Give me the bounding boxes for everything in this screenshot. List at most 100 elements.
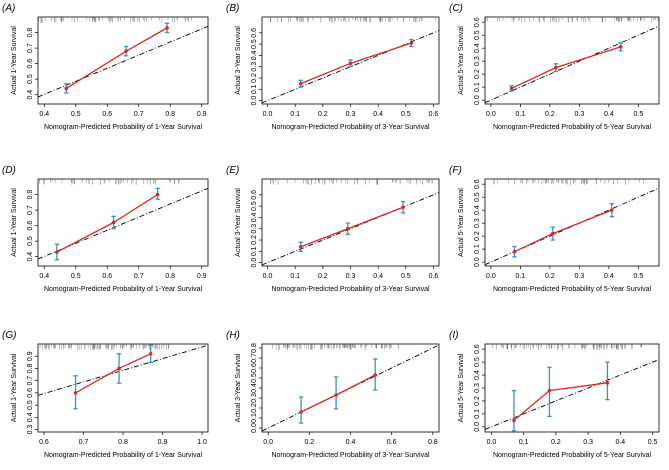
y-tick-label: 0.0 bbox=[474, 95, 481, 105]
ideal-line bbox=[262, 192, 439, 266]
x-tick-label: 0.6 bbox=[387, 439, 397, 446]
y-axis-title: Actual 1-Year Survival bbox=[11, 188, 18, 257]
y-tick-label: 0.3 bbox=[474, 383, 481, 393]
y-axis-title: Actual 1-Year Survival bbox=[11, 26, 18, 95]
x-tick-label: 0.7 bbox=[79, 439, 89, 446]
x-tick-label: 0.7 bbox=[134, 111, 144, 118]
y-tick-label: 0.6 bbox=[27, 59, 34, 69]
data-point bbox=[148, 351, 153, 356]
y-tick-label: 0.8 bbox=[27, 363, 34, 373]
y-tick-label: 0.5 bbox=[27, 400, 34, 410]
y-tick-label: 0.6 bbox=[251, 190, 258, 200]
x-axis-title: Nomogram-Predicted Probability of 3-Year… bbox=[271, 124, 430, 131]
panel-label: (I) bbox=[449, 330, 458, 341]
x-axis-title: Nomogram-Predicted Probability of 5-Year… bbox=[493, 124, 652, 131]
x-tick-label: 0.1 bbox=[290, 273, 300, 280]
x-axis-title: Nomogram-Predicted Probability of 1-Year… bbox=[44, 124, 203, 131]
x-tick-label: 0.1 bbox=[516, 111, 526, 118]
x-tick-label: 0.0 bbox=[486, 111, 496, 118]
y-tick-label: 0.4 bbox=[251, 383, 258, 393]
y-tick-label: 0.6 bbox=[27, 388, 34, 398]
x-tick-label: 0.7 bbox=[134, 273, 144, 280]
data-point bbox=[298, 81, 303, 86]
data-point bbox=[512, 418, 516, 423]
x-tick-label: 0.8 bbox=[428, 439, 438, 446]
y-tick-label: 0.7 bbox=[251, 353, 258, 363]
y-tick-label: 0.3 bbox=[27, 425, 34, 435]
y-tick-label: 0.4 bbox=[474, 370, 481, 380]
x-tick-label: 0.4 bbox=[39, 273, 49, 280]
y-tick-label: 0.6 bbox=[474, 179, 481, 189]
x-tick-label: 0.3 bbox=[583, 439, 593, 446]
x-tick-label: 1.0 bbox=[197, 439, 207, 446]
calibration-line bbox=[514, 209, 613, 253]
y-axis-title: Actual 5-Year Survival bbox=[458, 26, 465, 95]
y-axis-title: Actual 5-Year Survival bbox=[458, 188, 465, 257]
x-tick-label: 0.2 bbox=[304, 439, 314, 446]
y-tick-label: 0.3 bbox=[474, 56, 481, 66]
data-point bbox=[348, 61, 353, 66]
x-tick-label: 0.5 bbox=[71, 273, 81, 280]
y-tick-label: 0.0 bbox=[251, 258, 258, 268]
y-tick-label: 0.4 bbox=[27, 90, 34, 100]
plot-area bbox=[38, 344, 208, 410]
y-tick-label: 0.5 bbox=[27, 74, 34, 84]
y-axis-title: Actual 3-Year Survival bbox=[235, 188, 242, 257]
y-tick-label: 0.3 bbox=[251, 224, 258, 234]
data-point bbox=[117, 366, 121, 371]
x-tick-label: 0.0 bbox=[263, 273, 273, 280]
x-axis-title: Nomogram-Predicted Probability of 1-Year… bbox=[44, 286, 203, 293]
panel-c: (C) 0.0 0.1 0.2 0.3 0.4 0.5 0.0 0.1 0.2 0.3 0.4 0.5 0… bbox=[449, 3, 660, 131]
y-axis-title: Actual 3-Year Survival bbox=[235, 26, 242, 95]
x-tick-label: 0.4 bbox=[373, 273, 383, 280]
panel-label: (C) bbox=[449, 3, 463, 14]
y-tick-label: 0.5 bbox=[474, 357, 481, 367]
x-tick-label: 0.5 bbox=[633, 111, 643, 118]
x-tick-label: 0.1 bbox=[519, 439, 529, 446]
x-axis-title: Nomogram-Predicted Probability of 1-Year… bbox=[44, 452, 203, 459]
x-axis-title: Nomogram-Predicted Probability of 5-Year… bbox=[493, 452, 652, 459]
panel-b: (B)0.0 0.1 0.2 0.3 0.4 0.5 0.60.00.10.20.30.40… bbox=[226, 3, 440, 131]
y-tick-label: 0.5 bbox=[251, 39, 258, 49]
x-tick-label: 0.5 bbox=[401, 273, 411, 280]
ideal-line bbox=[485, 25, 659, 104]
x-tick-label: 0.2 bbox=[545, 273, 555, 280]
panel-label: (B) bbox=[226, 3, 239, 14]
data-point bbox=[610, 208, 614, 212]
panel-label: (F) bbox=[449, 165, 462, 176]
data-point bbox=[509, 86, 514, 91]
y-tick-label: 0.1 bbox=[474, 409, 481, 419]
x-tick-label: 0.9 bbox=[158, 439, 168, 446]
calibration-line bbox=[511, 46, 621, 90]
data-point bbox=[155, 192, 160, 197]
y-tick-label: 0.8 bbox=[27, 28, 34, 38]
y-tick-label: 0.6 bbox=[474, 17, 481, 27]
y-tick-label: 0.7 bbox=[27, 376, 34, 386]
data-point bbox=[334, 393, 338, 397]
y-axis-title: Actual 3-Year Survival bbox=[235, 353, 242, 422]
x-tick-label: 0.4 bbox=[615, 439, 625, 446]
y-tick-label: 0.2 bbox=[474, 231, 481, 241]
y-tick-label: 0.6 bbox=[251, 28, 258, 38]
y-tick-label: 0.0 bbox=[251, 423, 258, 433]
y-tick-label: 0.6 bbox=[27, 221, 34, 231]
data-point bbox=[618, 45, 623, 49]
y-tick-label: 0.1 bbox=[251, 413, 258, 423]
panel-a: (A) 0.4 0.5 0.6 0.7 0.8 0.9 0.4 0.5 0.6 0.7 0.8 Nomo… bbox=[2, 3, 209, 131]
y-tick-label: 0.3 bbox=[251, 393, 258, 403]
x-tick-label: 0.4 bbox=[604, 273, 614, 280]
data-point bbox=[373, 373, 377, 377]
y-tick-label: 0.3 bbox=[251, 62, 258, 72]
x-axis-title: Nomogram-Predicted Probability of 5-Year… bbox=[493, 286, 652, 293]
panel-h: (H)0.0 0.2 0.4 0.6 0.80.00.10.20.30.40.50.60… bbox=[226, 330, 440, 459]
plot-frame bbox=[37, 16, 209, 105]
plot-area bbox=[485, 344, 659, 432]
calibration-line bbox=[65, 27, 168, 90]
plot-frame bbox=[261, 178, 440, 267]
y-tick-label: 0.5 bbox=[251, 373, 258, 383]
x-tick-label: 0.1 bbox=[290, 111, 300, 118]
y-tick-label: 0.7 bbox=[27, 43, 34, 53]
x-tick-label: 0.3 bbox=[575, 111, 585, 118]
x-tick-label: 0.6 bbox=[429, 273, 439, 280]
data-point bbox=[553, 65, 558, 70]
